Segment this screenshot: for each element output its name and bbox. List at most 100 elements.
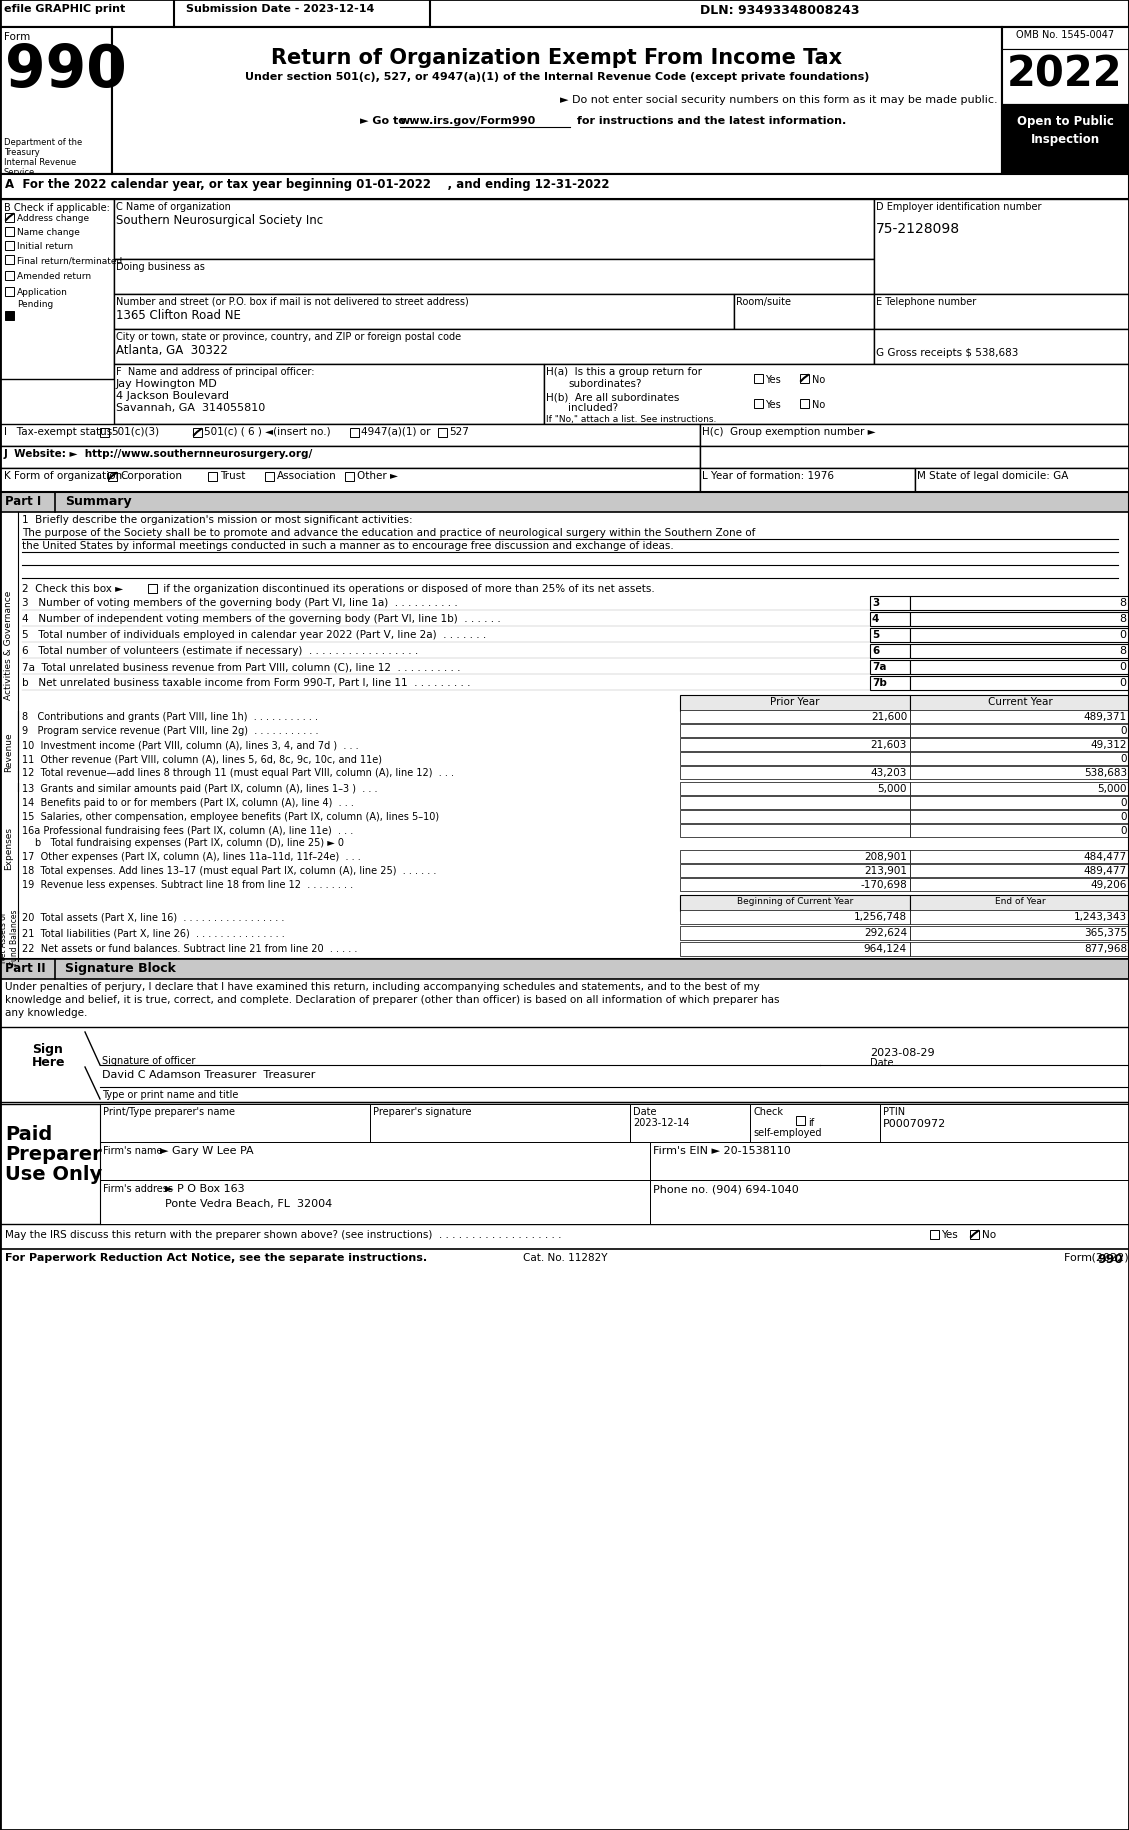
Bar [0,468,700,492]
Text: Form: Form [5,31,30,42]
Bar [112,27,1003,176]
Text: 0: 0 [1120,754,1127,763]
Bar [100,1103,370,1142]
Text: 0: 0 [1119,630,1126,640]
Text: DLN: 93493348008243: DLN: 93493348008243 [700,4,859,16]
Text: 3   Number of voting members of the governing body (Part VI, line 1a)  . . . . .: 3 Number of voting members of the govern… [21,598,457,608]
Bar [870,677,910,690]
Text: Application: Application [17,287,68,296]
Bar [910,895,1129,911]
Text: Phone no. (904) 694-1040: Phone no. (904) 694-1040 [653,1184,798,1193]
Bar [700,425,1129,447]
Bar [265,472,274,481]
Text: A  For the 2022 calendar year, or tax year beginning 01-01-2022    , and ending : A For the 2022 calendar year, or tax yea… [5,178,610,190]
Text: 19  Revenue less expenses. Subtract line 18 from line 12  . . . . . . . .: 19 Revenue less expenses. Subtract line … [21,880,353,889]
Text: 1  Briefly describe the organization's mission or most significant activities:: 1 Briefly describe the organization's mi… [21,514,412,525]
Bar [680,825,910,838]
Bar [650,1180,1129,1224]
Bar [910,942,1129,957]
Bar [910,725,1129,737]
Text: Firm's EIN ► 20-1538110: Firm's EIN ► 20-1538110 [653,1146,790,1155]
Bar [370,1103,630,1142]
Bar [108,472,117,481]
Text: 6: 6 [872,646,879,655]
Bar [870,613,910,626]
Text: included?: included? [568,403,618,414]
Text: 877,968: 877,968 [1084,944,1127,953]
Bar [870,644,910,659]
Text: Sign: Sign [32,1043,63,1056]
Text: www.irs.gov/Form990: www.irs.gov/Form990 [400,115,536,126]
Text: Use Only: Use Only [5,1164,103,1184]
Text: Initial return: Initial return [17,242,73,251]
Text: Jay Howington MD: Jay Howington MD [116,379,218,388]
Bar [870,597,910,611]
Text: P00070972: P00070972 [883,1118,946,1129]
Text: 964,124: 964,124 [864,944,907,953]
Text: Part II: Part II [5,961,45,974]
Bar [680,796,910,809]
Bar [544,364,1129,425]
Bar [114,295,734,329]
Text: 12  Total revenue—add lines 8 through 11 (must equal Part VIII, column (A), line: 12 Total revenue—add lines 8 through 11 … [21,767,454,778]
Text: Print/Type preparer's name: Print/Type preparer's name [103,1107,235,1116]
Bar [910,710,1129,723]
Text: Signature Block: Signature Block [65,961,176,974]
Text: 1,243,343: 1,243,343 [1074,911,1127,922]
Text: 7a: 7a [872,662,886,672]
Bar [650,1142,1129,1180]
Bar [0,1103,1129,1224]
Text: David C Adamson Treasurer  Treasurer: David C Adamson Treasurer Treasurer [102,1069,315,1080]
Text: Name change: Name change [17,229,80,236]
Bar [870,661,910,675]
Text: 21,600: 21,600 [870,712,907,721]
Bar [910,597,1129,611]
Text: 292,624: 292,624 [864,928,907,937]
Text: No: No [982,1230,996,1239]
Text: Yes: Yes [765,399,781,410]
Text: 2023-08-29: 2023-08-29 [870,1047,935,1058]
Text: 0: 0 [1120,798,1127,807]
Bar [910,864,1129,878]
Text: 501(c)(3): 501(c)(3) [111,426,159,437]
Bar [0,425,700,447]
Text: The purpose of the Society shall be to promote and advance the education and pra: The purpose of the Society shall be to p… [21,527,755,538]
Text: 18  Total expenses. Add lines 13–17 (must equal Part IX, column (A), line 25)  .: 18 Total expenses. Add lines 13–17 (must… [21,866,437,875]
Text: 75-2128098: 75-2128098 [876,221,960,236]
Text: Other ►: Other ► [357,470,399,481]
Text: K Form of organization:: K Form of organization: [5,470,125,481]
Bar [910,630,1129,642]
Text: Cat. No. 11282Y: Cat. No. 11282Y [523,1252,607,1263]
Text: Signature of officer: Signature of officer [102,1056,195,1065]
Text: 1,256,748: 1,256,748 [854,911,907,922]
Text: H(b)  Are all subordinates: H(b) Are all subordinates [546,392,680,403]
Text: 489,477: 489,477 [1084,866,1127,875]
Text: L Year of formation: 1976: L Year of formation: 1976 [702,470,834,481]
Text: 8: 8 [1119,598,1126,608]
Bar [350,428,359,437]
Bar [700,468,914,492]
Bar [910,783,1129,796]
Bar [0,492,1129,959]
Bar [910,911,1129,924]
Text: Yes: Yes [940,1230,957,1239]
Text: B Check if applicable:: B Check if applicable: [5,203,110,212]
Bar [910,613,1129,626]
Bar [680,942,910,957]
Text: Preparer: Preparer [5,1144,102,1164]
Bar [700,447,1129,468]
Text: efile GRAPHIC print: efile GRAPHIC print [5,4,125,15]
Text: 21  Total liabilities (Part X, line 26)  . . . . . . . . . . . . . . .: 21 Total liabilities (Part X, line 26) .… [21,928,285,937]
Bar [754,399,763,408]
Bar [874,295,1129,329]
Bar [910,739,1129,752]
Text: 16a Professional fundraising fees (Part IX, column (A), line 11e)  . . .: 16a Professional fundraising fees (Part … [21,825,353,836]
Text: any knowledge.: any knowledge. [5,1008,87,1017]
Text: 8: 8 [1119,613,1126,624]
Text: 365,375: 365,375 [1084,928,1127,937]
Text: 990: 990 [1097,1252,1123,1265]
Text: Address change: Address change [17,214,89,223]
Bar [750,1103,879,1142]
Bar [114,329,874,364]
Text: Date: Date [870,1058,893,1067]
